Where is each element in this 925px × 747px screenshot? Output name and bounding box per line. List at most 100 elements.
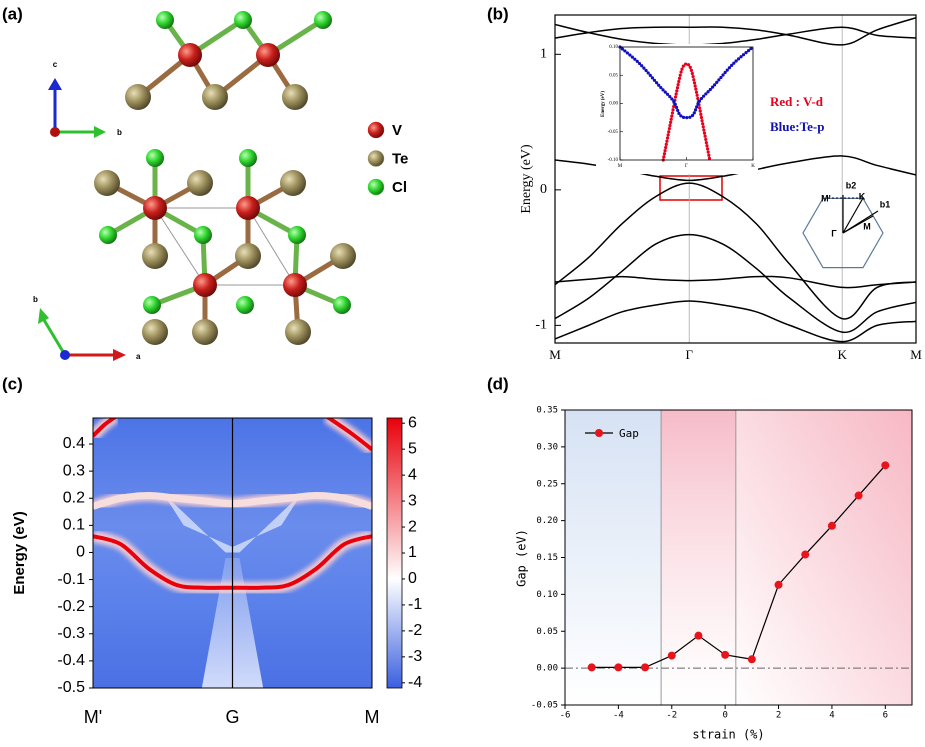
colorbar-tick-label: 4: [408, 466, 417, 483]
bz-label: b1: [880, 199, 891, 209]
y-tick-label: -0.05: [531, 701, 558, 711]
x-tick-label: K: [837, 347, 847, 362]
atom-te: [330, 243, 356, 269]
x-axis-label: strain (%): [692, 728, 764, 742]
band-line: [555, 233, 916, 333]
atom-v: [256, 43, 280, 67]
atom-te: [192, 319, 218, 345]
y-tick-label: 0: [76, 544, 85, 561]
legend-label: Te: [392, 150, 408, 167]
y-axis-label: Gap (eV): [515, 529, 529, 587]
axis-origin: [60, 350, 70, 360]
band-line: [555, 275, 916, 289]
plot-frame: [554, 14, 917, 344]
panel-label: (a): [2, 4, 23, 23]
axis-letter: b: [33, 295, 38, 304]
atom-cl: [239, 149, 257, 167]
bz-label: b2: [846, 180, 857, 190]
arrow-head: [94, 126, 106, 138]
atom-te: [280, 170, 306, 196]
band-line: [555, 16, 916, 46]
bz-label: M: [863, 221, 871, 231]
data-point: [854, 491, 863, 500]
y-tick-label: 0.30: [536, 442, 558, 452]
x-tick-label: M': [84, 707, 102, 727]
y-tick-label: 0.4: [63, 435, 85, 452]
panel-d: (d) -6 -4 -2 0 2 4 6 -0.05 0.00 0.05 0.10 0.15 0.20 0.…: [487, 374, 913, 742]
data-point: [667, 651, 676, 660]
atom-v: [193, 273, 217, 297]
colorbar-tick-label: 2: [408, 518, 417, 535]
atom-te: [202, 84, 228, 110]
band-line: [555, 300, 916, 343]
axis-letter: a: [136, 352, 141, 361]
atom-te: [235, 243, 261, 269]
shaded-region: [661, 410, 736, 705]
y-tick-label: 0.05: [536, 627, 558, 637]
axis-origin: [50, 127, 60, 137]
colorbar-tick-label: -3: [408, 648, 422, 665]
legend-label: Cl: [392, 179, 407, 196]
panel-label: (b): [487, 4, 509, 23]
inset-x-tick-label: Γ: [685, 164, 688, 169]
data-point: [587, 663, 596, 672]
atom-cl: [194, 226, 212, 244]
axis-arrow: [42, 319, 67, 356]
arrow-head: [113, 349, 126, 361]
y-axis-label: Energy (eV): [11, 511, 28, 594]
band-line: [555, 182, 916, 320]
data-point: [721, 650, 730, 659]
y-tick-label: 0.35: [536, 406, 558, 416]
atom-te: [125, 84, 151, 110]
data-point: [827, 521, 836, 530]
colorbar: [386, 417, 403, 689]
atom-te: [282, 84, 308, 110]
inset-x-tick-label: M: [618, 164, 623, 169]
y-tick-label: -0.5: [57, 679, 85, 696]
panel-c: (c) M' G M 0.4 0.3 0.2 0.1 0 -0.1 -0.2 -0.3 -0.4 -0.5…: [2, 374, 422, 726]
data-point: [774, 580, 783, 589]
y-tick-label: 0.10: [536, 590, 558, 600]
legend-swatch: [367, 178, 385, 196]
bz-vector: [842, 215, 874, 234]
atom-v: [143, 196, 167, 220]
panel-label: (d): [487, 374, 509, 393]
inset-y-tick-label: 0.10: [609, 45, 618, 50]
inset-band: [618, 45, 755, 120]
atom-cl: [143, 296, 161, 314]
annotation: Red : V-d: [770, 94, 824, 109]
data-line: [591, 464, 886, 668]
x-tick-label: 2: [776, 711, 781, 721]
x-tick-label: 0: [722, 711, 727, 721]
data-point: [614, 663, 623, 672]
y-axis-label: Energy (eV): [519, 144, 534, 214]
x-tick-label: 6: [883, 711, 888, 721]
atoms: [94, 11, 356, 345]
y-tick-label: 0.25: [536, 479, 558, 489]
atom-v: [283, 273, 307, 297]
data-point: [747, 655, 756, 664]
crystal-structure: [38, 11, 356, 361]
y-tick-label: -0.4: [57, 652, 85, 669]
colorbar-tick-label: 6: [408, 414, 417, 431]
data-point: [881, 461, 890, 470]
inset-band: [661, 62, 712, 162]
x-tick-label: -2: [666, 711, 677, 721]
inset-frame: [619, 46, 754, 161]
atom-te: [285, 319, 311, 345]
surface-state: [326, 418, 372, 452]
atom-v: [236, 196, 260, 220]
x-tick-label: Γ: [685, 347, 693, 362]
colorbar-tick-label: 1: [408, 544, 417, 561]
shaded-region: [735, 410, 912, 705]
x-tick-label: 4: [829, 711, 834, 721]
colorbar-tick-label: 0: [408, 570, 417, 587]
legend-marker: [595, 429, 603, 437]
atom-cl: [99, 226, 117, 244]
y-tick-label: 0.2: [63, 489, 85, 506]
x-tick-label: -4: [613, 711, 624, 721]
y-tick-label: -0.3: [57, 625, 85, 642]
colorbar-tick-label: -1: [408, 596, 422, 613]
legend-label: V: [392, 122, 402, 139]
legend-swatch: [367, 121, 385, 139]
